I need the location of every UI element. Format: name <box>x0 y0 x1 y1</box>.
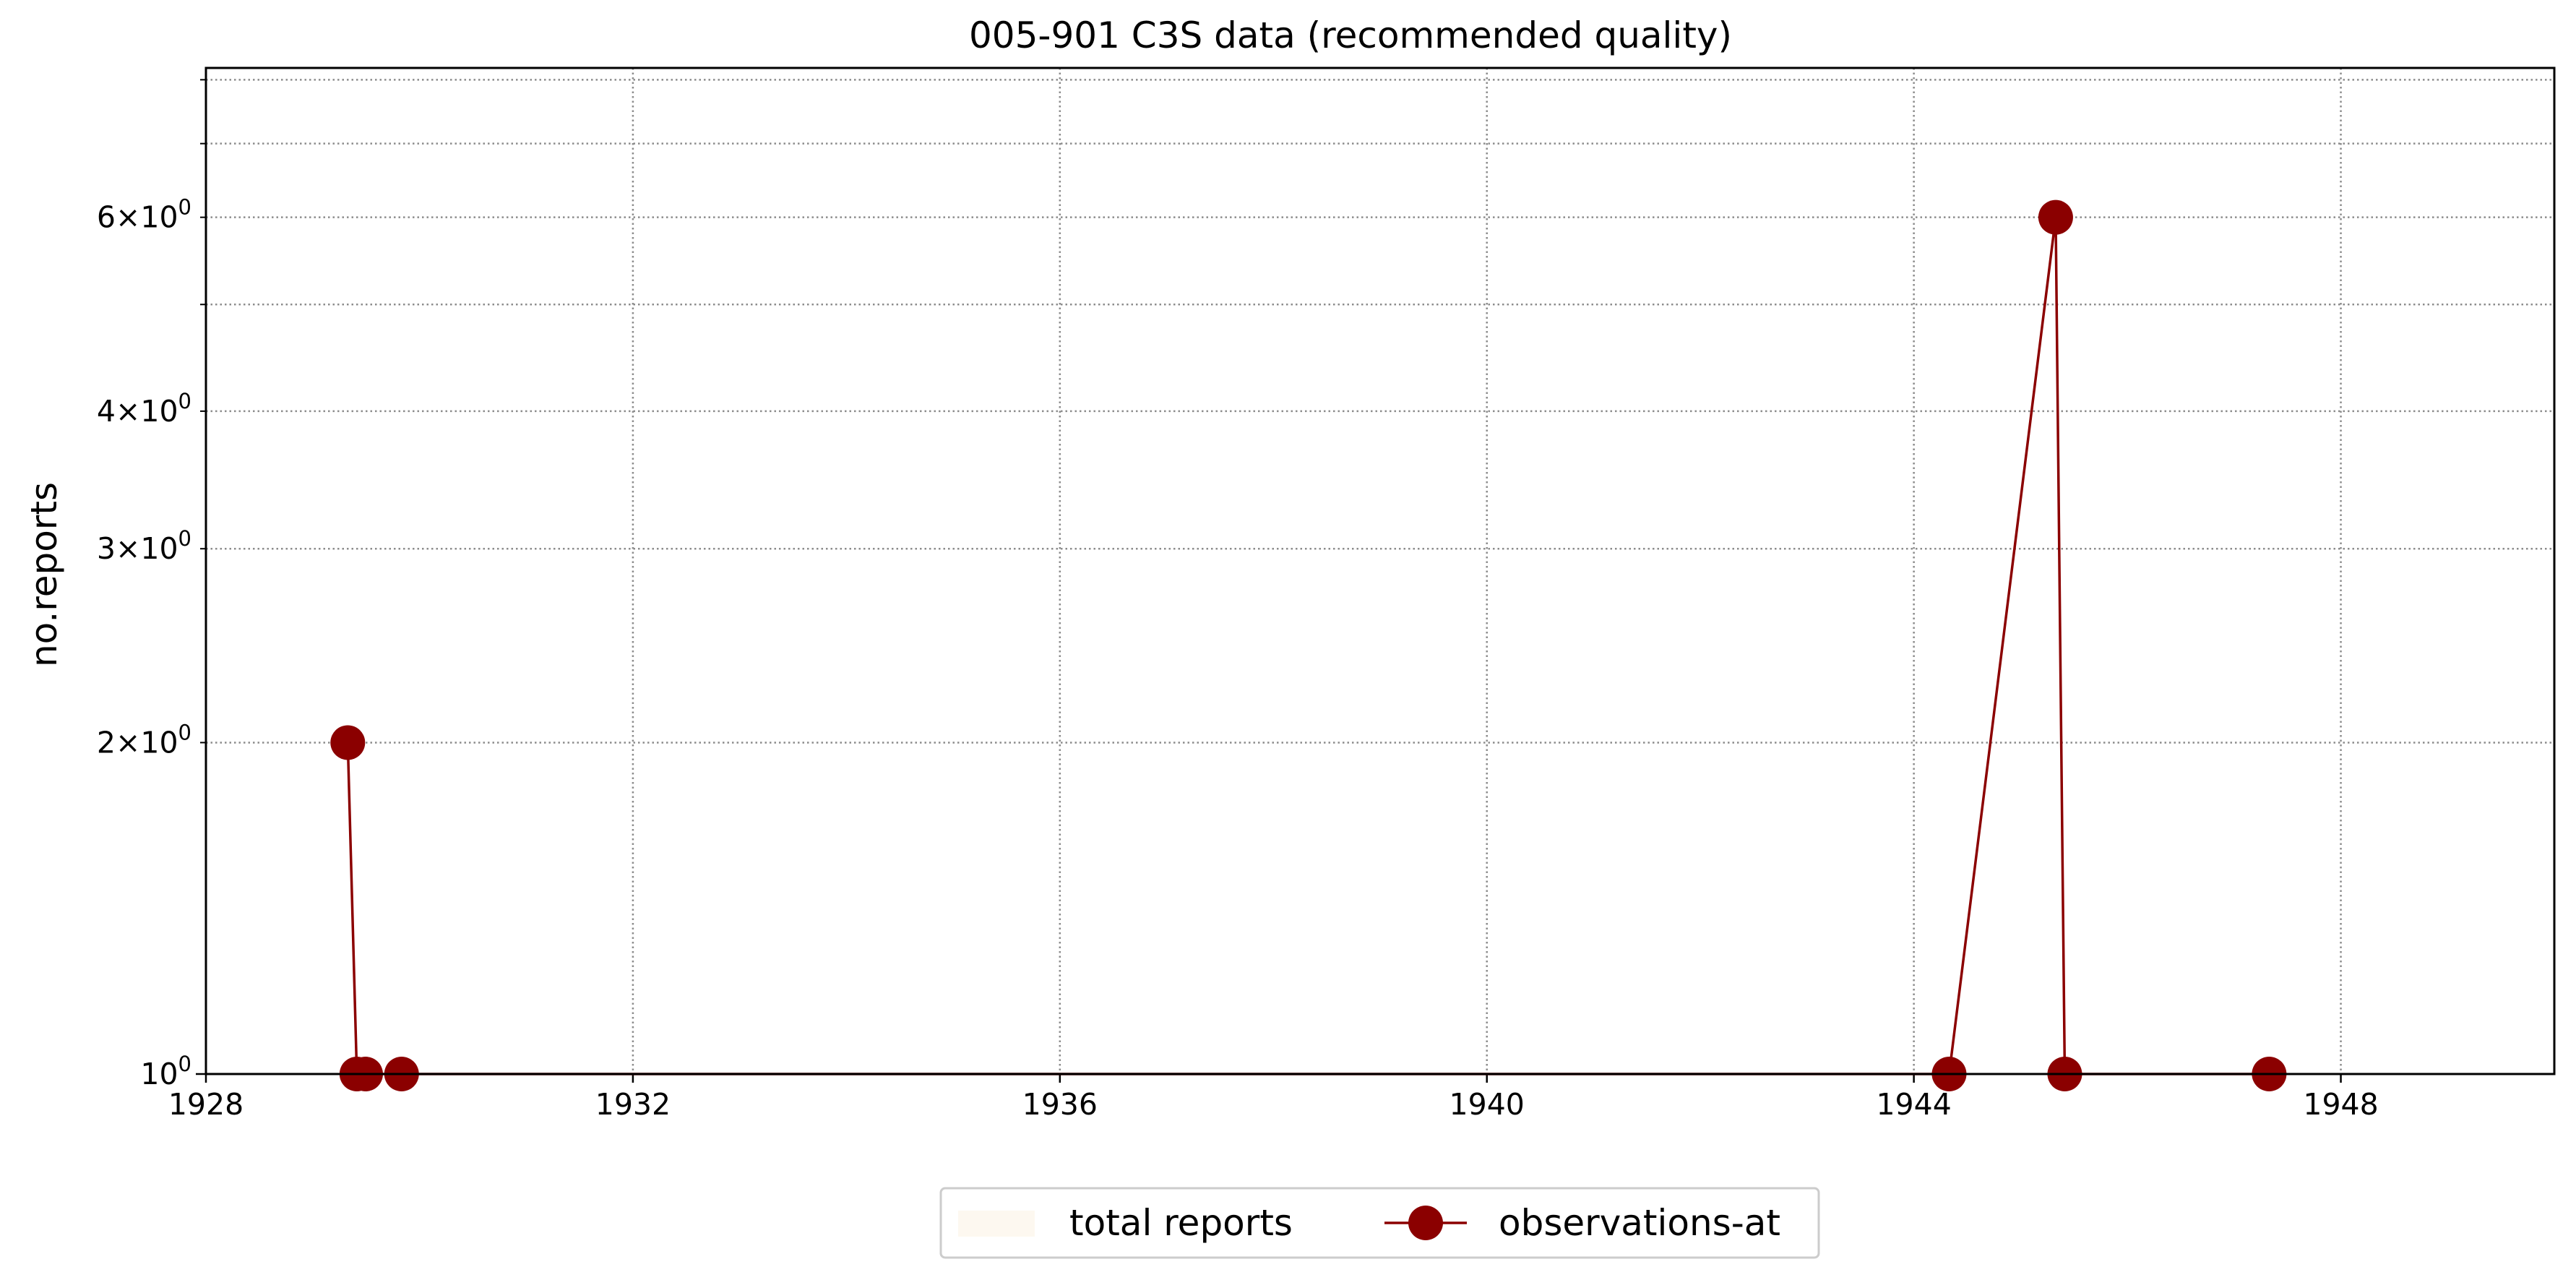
data-point <box>330 725 366 760</box>
y-tick-times: × <box>116 200 140 235</box>
x-tick-label: 1944 <box>1876 1087 1951 1122</box>
series-layer <box>330 199 2287 1091</box>
y-tick-times: × <box>116 725 140 760</box>
y-tick-exponent: 0 <box>178 389 191 413</box>
y-tick-mantissa: 4 <box>97 394 116 429</box>
x-tick-label: 1940 <box>1449 1087 1525 1122</box>
legend-marker <box>1408 1206 1443 1240</box>
y-tick-label: 6×100 <box>97 195 191 235</box>
y-tick-exponent: 0 <box>178 720 191 744</box>
legend-label: observations-at <box>1499 1202 1780 1244</box>
y-tick-base: 10 <box>140 725 178 760</box>
chart-title: 005-901 C3S data (recommended quality) <box>969 14 1732 56</box>
y-tick-label: 4×100 <box>97 389 191 429</box>
y-tick-base: 10 <box>140 531 178 566</box>
x-tick-label: 1936 <box>1022 1087 1098 1122</box>
legend: total reports observations-at <box>939 1187 1820 1259</box>
axis-ticks: 1928 1932 1936 1940 1944 19481002×1003×1004×1… <box>97 79 2379 1122</box>
y-tick-label: 100 <box>140 1052 191 1091</box>
y-tick-times: × <box>116 531 140 566</box>
plot-frame <box>204 66 2556 1075</box>
y-tick-label: 3×100 <box>97 526 191 566</box>
legend-label: total reports <box>1069 1202 1293 1244</box>
y-tick-label: 2×100 <box>97 720 191 760</box>
y-tick-mantissa: 6 <box>97 200 116 235</box>
y-tick-exponent: 0 <box>178 195 191 220</box>
y-axis-label: no.reports <box>23 482 65 667</box>
x-tick-label: 1932 <box>595 1087 671 1122</box>
y-tick-base: 10 <box>140 394 178 429</box>
x-tick-label: 1928 <box>168 1087 244 1122</box>
x-tick-label: 1948 <box>2303 1087 2378 1122</box>
y-tick-mantissa: 2 <box>97 725 116 760</box>
y-tick-base: 10 <box>140 200 178 235</box>
y-tick-exponent: 0 <box>178 1052 191 1076</box>
y-tick-exponent: 0 <box>178 526 191 551</box>
series-line-1 <box>346 217 2270 1075</box>
legend-box <box>939 1187 1820 1259</box>
gridlines <box>204 68 2554 1074</box>
data-point <box>2038 199 2073 235</box>
y-tick-base: 10 <box>140 1057 178 1091</box>
y-tick-times: × <box>116 394 140 429</box>
legend-swatch-total-reports <box>958 1211 1035 1237</box>
y-tick-mantissa: 3 <box>97 531 116 566</box>
